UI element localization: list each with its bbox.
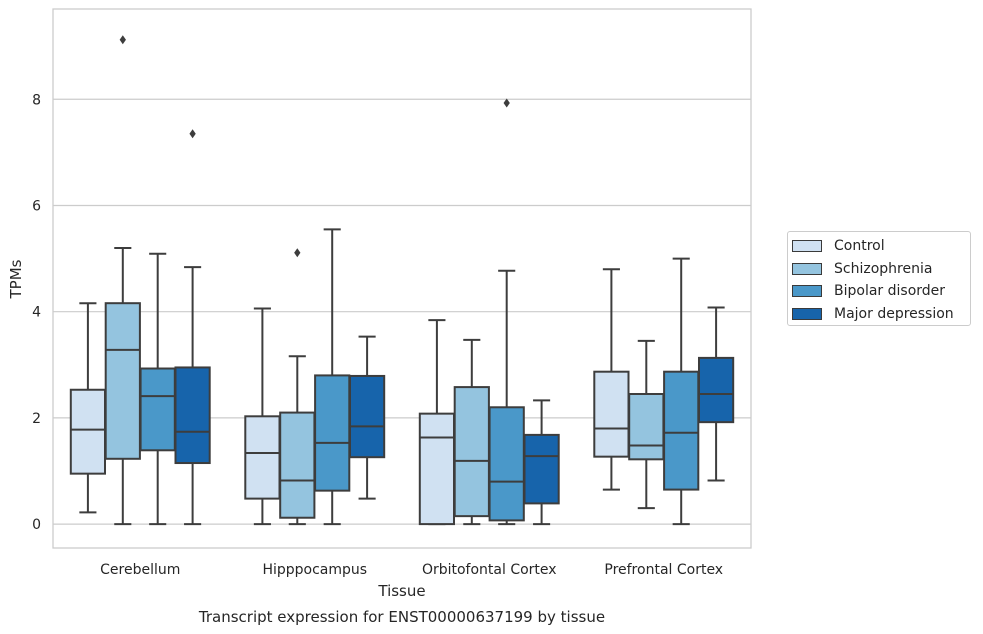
box-control-1 (244, 307, 281, 526)
box-iqr (104, 302, 141, 460)
box-schizophrenia-1 (279, 248, 316, 526)
legend-item: Bipolar disorder (792, 280, 970, 303)
box-control-2 (418, 319, 456, 526)
box-iqr (697, 356, 735, 424)
box-iqr (348, 374, 386, 459)
box-iqr (453, 386, 490, 518)
box-marks (69, 35, 735, 526)
box-iqr (69, 388, 107, 475)
plot-frame (52, 8, 752, 549)
outlier-point (119, 35, 126, 45)
box-iqr (488, 406, 525, 522)
legend-item: Schizophrenia (792, 258, 970, 281)
box-iqr (663, 370, 700, 491)
x-tick-label: Hipppocampus (262, 562, 367, 578)
box-schizophrenia-0 (104, 35, 141, 526)
y-tick-label: 4 (32, 305, 41, 321)
box-iqr (418, 412, 456, 526)
box-major-depression-0 (174, 129, 211, 526)
y-tick-label: 2 (32, 411, 41, 427)
legend: Control Schizophrenia Bipolar disorder Majo… (787, 231, 971, 326)
box-major-depression-2 (523, 399, 560, 526)
box-iqr (523, 433, 560, 505)
outlier-point (189, 129, 196, 139)
box-control-0 (69, 302, 107, 514)
box-bipolar-disorder-3 (663, 257, 700, 526)
y-tick-label: 0 (32, 517, 41, 533)
legend-swatch (792, 262, 822, 275)
outlier-point (503, 98, 510, 108)
box-major-depression-3 (697, 306, 735, 482)
legend-swatch (792, 240, 822, 253)
legend-item: Major depression (792, 303, 970, 326)
y-axis-label: TPMs (7, 259, 25, 299)
box-iqr (314, 374, 351, 492)
box-iqr (139, 367, 176, 452)
box-iqr (593, 370, 630, 458)
legend-label: Major depression (834, 305, 954, 322)
x-tick-label: Orbitofontal Cortex (422, 562, 557, 578)
legend-item: Control (792, 235, 970, 258)
box-iqr (279, 411, 316, 519)
x-tick-labels: Cerebellum Hipppocampus Orbitofontal Corte… (100, 562, 723, 578)
outlier-point (294, 248, 301, 258)
legend-label: Schizophrenia (834, 260, 933, 277)
x-tick-label: Cerebellum (100, 562, 180, 578)
box-schizophrenia-3 (628, 339, 665, 510)
legend-label: Bipolar disorder (834, 283, 946, 300)
y-tick-label: 6 (32, 198, 41, 214)
chart-caption: Transcript expression for ENST0000063719… (198, 608, 605, 626)
y-tick-label: 8 (32, 92, 41, 108)
box-iqr (244, 415, 281, 500)
box-iqr (628, 393, 665, 461)
legend-swatch (792, 307, 822, 320)
box-bipolar-disorder-1 (314, 228, 351, 526)
x-axis-label: Tissue (377, 582, 425, 600)
box-control-3 (593, 268, 630, 491)
box-iqr (174, 366, 211, 465)
box-bipolar-disorder-2 (488, 98, 525, 526)
legend-label: Control (834, 238, 885, 255)
box-major-depression-1 (348, 335, 386, 500)
box-schizophrenia-2 (453, 338, 490, 526)
legend-swatch (792, 285, 822, 298)
y-tick-labels: 0 2 4 6 8 (32, 92, 41, 533)
box-bipolar-disorder-0 (139, 252, 176, 526)
x-tick-label: Prefrontal Cortex (604, 562, 723, 578)
